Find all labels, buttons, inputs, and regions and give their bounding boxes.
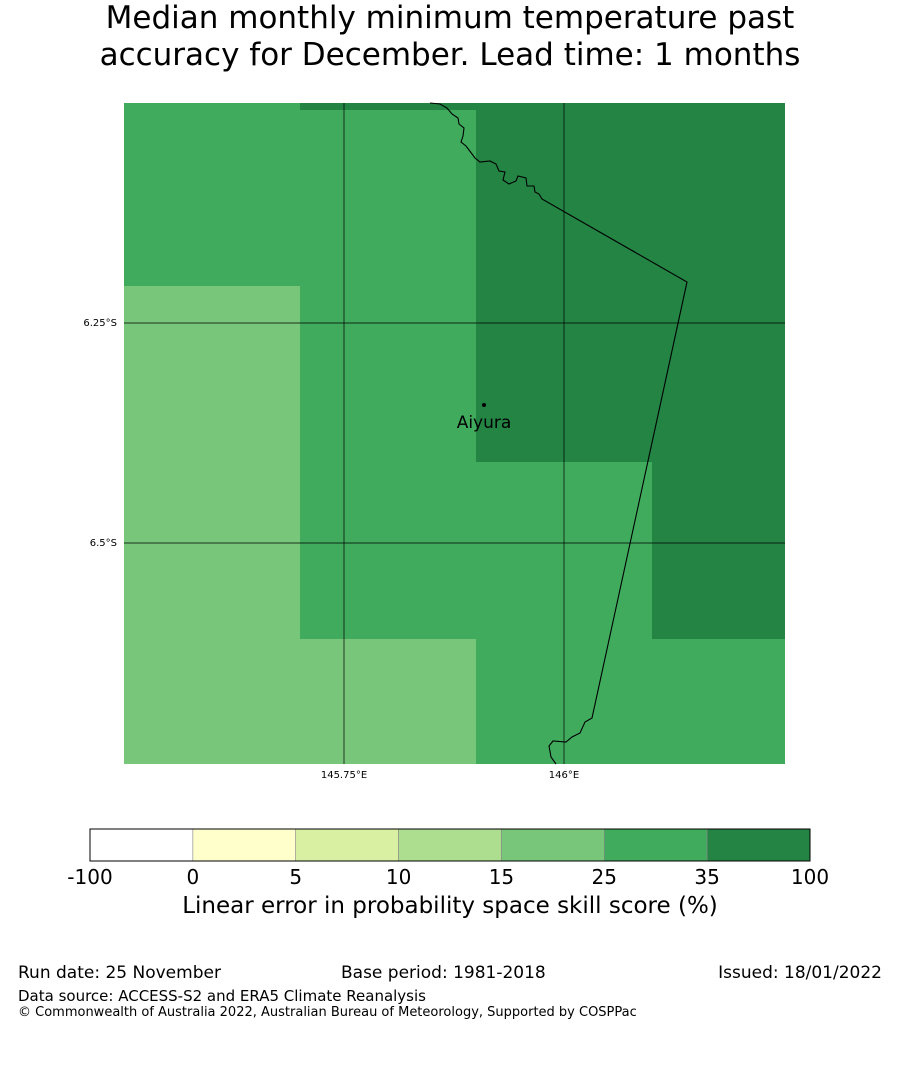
colorbar-frame [89, 828, 811, 862]
copyright: © Commonwealth of Australia 2022, Austra… [18, 1005, 637, 1020]
country-border [429, 102, 688, 765]
colorbar-tick-label: -100 [67, 865, 112, 889]
colorbar-segment [603, 828, 708, 862]
graticule [124, 103, 785, 764]
colorbar-tick-label: 10 [386, 865, 411, 889]
colorbar-segment [501, 828, 605, 862]
colorbar-segment [706, 828, 811, 862]
run-date: Run date: 25 November [18, 963, 221, 983]
grid-cell [476, 103, 785, 462]
skill-grid-cells [124, 103, 785, 764]
colorbar [89, 828, 811, 862]
grid-cell [652, 462, 785, 639]
place-marker [482, 403, 486, 407]
colorbar-tick-label: 15 [489, 865, 514, 889]
title-line-2: accuracy for December. Lead time: 1 mont… [99, 37, 801, 73]
colorbar-ticks: -100 0 5 10 15 25 35 100 [67, 865, 829, 889]
lat-tick-label: 6.25°S [83, 318, 117, 329]
lon-tick-label: 146°E [549, 770, 579, 781]
lat-tick-label: 6.5°S [90, 538, 117, 549]
colorbar-tick-label: 100 [791, 865, 829, 889]
data-source: Data source: ACCESS-S2 and ERA5 Climate … [18, 987, 426, 1005]
title-line-1: Median monthly minimum temperature past [105, 0, 795, 36]
place-label: Aiyura [457, 413, 512, 433]
grid-cell [124, 103, 300, 286]
colorbar-tick-label: 35 [694, 865, 719, 889]
map-title: Median monthly minimum temperature past … [0, 0, 900, 74]
grid-cell [300, 639, 476, 764]
base-period: Base period: 1981-2018 [341, 963, 546, 983]
colorbar-segment [398, 828, 502, 862]
colorbar-tick-label: 25 [592, 865, 617, 889]
colorbar-segment [192, 828, 297, 862]
issued-date: Issued: 18/01/2022 [718, 963, 882, 983]
colorbar-label: Linear error in probability space skill … [182, 893, 718, 919]
grid-cell [300, 110, 476, 286]
lon-tick-label: 145.75°E [321, 770, 367, 781]
colorbar-tick-label: 0 [186, 865, 199, 889]
grid-cell [124, 286, 300, 764]
grid-cell [476, 639, 785, 764]
grid-cell [300, 103, 476, 110]
colorbar-segment [89, 828, 194, 862]
grid-cell [300, 286, 476, 639]
colorbar-segment [295, 828, 399, 862]
colorbar-tick-label: 5 [289, 865, 302, 889]
